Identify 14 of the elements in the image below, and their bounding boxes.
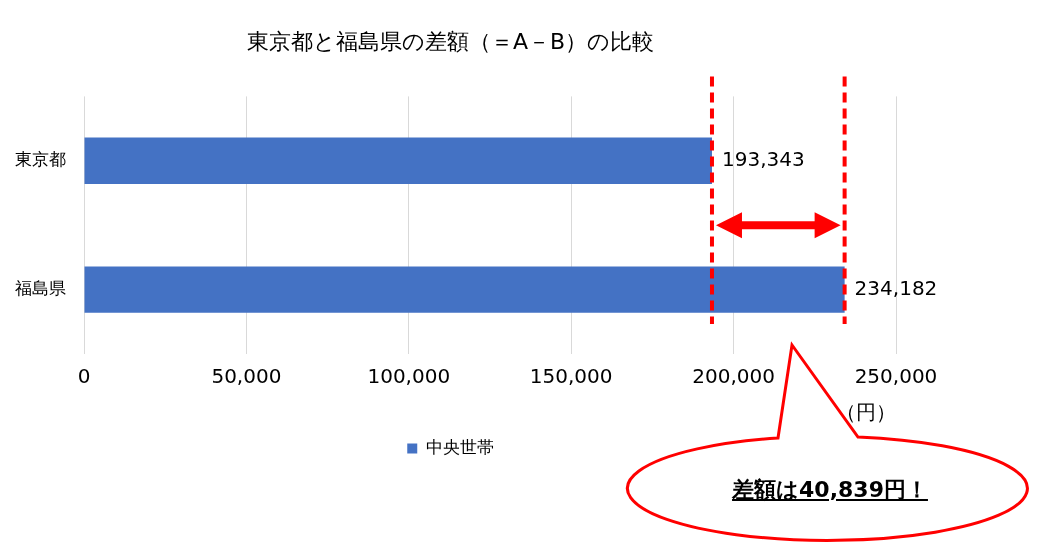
x-tick-label: 50,000: [211, 364, 282, 389]
y-tick-label: 東京都: [15, 149, 66, 170]
x-tick-label: 150,000: [529, 364, 613, 389]
chart-title: 東京都と福島県の差額（＝A－B）の比較: [246, 28, 655, 54]
x-tick-label: 100,000: [367, 364, 451, 389]
legend-label: 中央世帯: [425, 436, 494, 457]
x-tick-label: 0: [77, 364, 91, 389]
y-tick-label: 福島県: [15, 278, 66, 299]
x-tick-label: 200,000: [692, 364, 775, 389]
x-tick-label: 250,000: [854, 364, 938, 389]
data-label: 193,343: [721, 147, 805, 171]
text: 差額は40,839円！: [732, 476, 928, 504]
x-axis-title: （円）: [836, 400, 896, 425]
data-label: 234,182: [854, 275, 938, 300]
